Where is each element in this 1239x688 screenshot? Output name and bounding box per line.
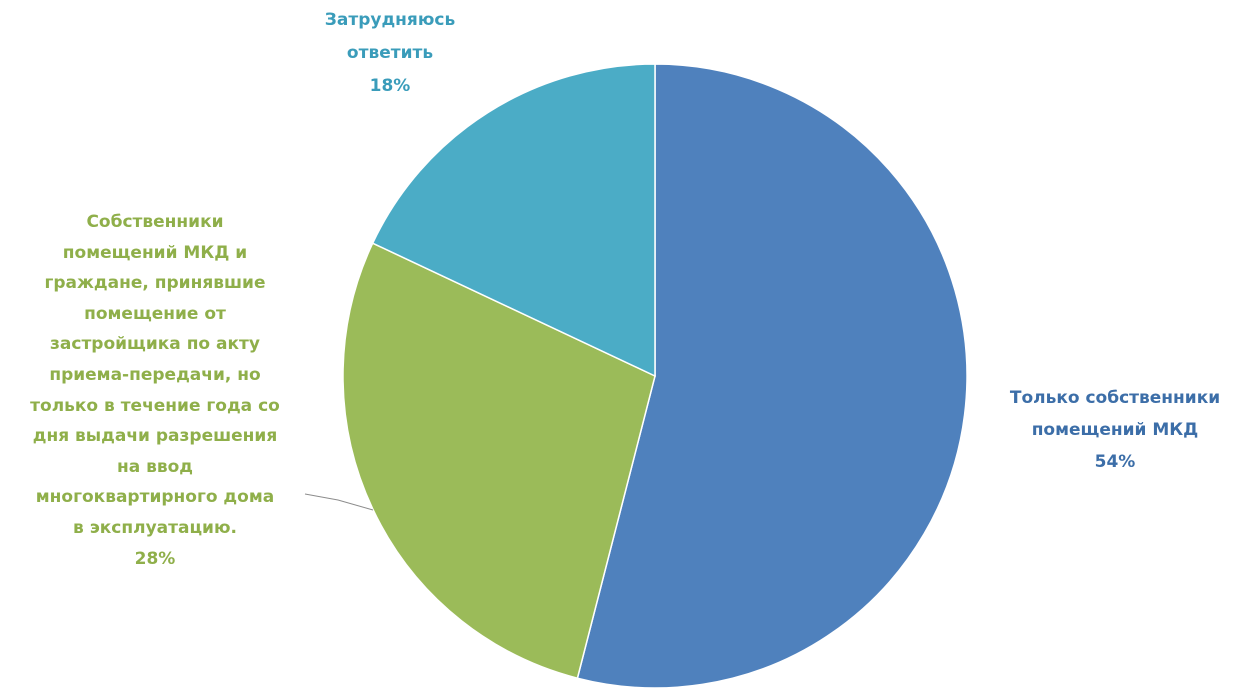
slice-label-only-owners: Только собственники помещений МКД 54% <box>985 382 1239 478</box>
slice-label-line: ответить <box>346 43 434 63</box>
slice-label-line: застройщика по акту <box>50 334 260 355</box>
slice-percent: 18% <box>369 76 411 96</box>
slice-label-line: помещений МКД <box>1031 420 1199 440</box>
slice-label-line: приема-передачи, но <box>49 364 261 385</box>
slice-percent: 28% <box>134 548 176 569</box>
pie-slice-owners-and-citizens <box>342 242 656 680</box>
slice-label-hard-to-answer: Затрудняюсь ответить 18% <box>300 4 480 103</box>
leader-line <box>304 493 374 511</box>
slice-label-line: граждане, принявшие <box>44 273 266 294</box>
slice-label-line: Собственники <box>86 212 224 232</box>
slice-label-line: на ввод <box>116 456 194 477</box>
slice-label-line: в эксплуатацию. <box>73 517 237 538</box>
slice-label-line: многоквартирного дома <box>35 487 275 508</box>
slice-label-line: помещение от <box>84 303 226 324</box>
slice-percent: 54% <box>1094 452 1136 472</box>
slice-label-owners-and-citizens: Собственники помещений МКД и граждане, п… <box>0 207 310 574</box>
slice-label-line: дня выдачи разрешения <box>32 426 278 447</box>
slice-label-line: Только собственники <box>1009 388 1221 408</box>
pie-slice-only-owners <box>576 63 968 688</box>
slice-label-line: Затрудняюсь <box>324 10 456 30</box>
pie-slice-hard-to-answer <box>371 63 656 378</box>
slice-label-line: помещений МКД и <box>62 242 248 263</box>
slice-label-line: только в течение года со <box>30 395 280 416</box>
